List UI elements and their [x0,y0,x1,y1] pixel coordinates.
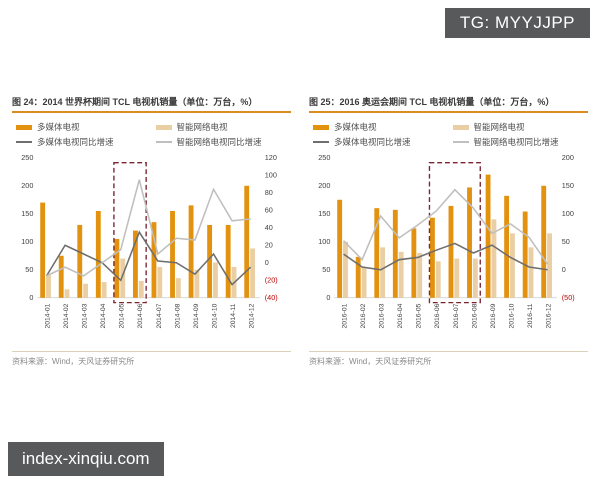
svg-text:150: 150 [562,181,574,190]
svg-text:100: 100 [562,209,574,218]
svg-text:2016-03: 2016-03 [379,303,386,328]
chart-title-2016: 图 25：2016 奥运会期间 TCL 电视机销量（单位：万台，%） [309,95,588,113]
legend-label: 多媒体电视 [37,122,80,132]
legend-label: 智能网络电视 [176,122,228,132]
svg-text:2016-09: 2016-09 [490,303,497,328]
svg-text:50: 50 [25,265,33,274]
svg-text:2014-09: 2014-09 [193,303,200,328]
charts-row: 图 24：2014 世界杯期间 TCL 电视机销量（单位：万台，%） 多媒体电视… [12,95,588,367]
svg-text:50: 50 [322,265,330,274]
legend-swatch-orange-bar [313,124,329,130]
svg-text:2014-04: 2014-04 [100,303,107,328]
legend-label: 智能网络电视 [473,122,525,132]
svg-text:150: 150 [21,209,33,218]
svg-text:2016-08: 2016-08 [471,303,478,328]
source-note-2016: 资料来源：Wind，天风证券研究所 [309,351,588,367]
legend-item-smart: 智能网络电视 [452,121,589,133]
svg-text:200: 200 [562,153,574,162]
svg-text:(20): (20) [265,276,278,285]
chart-legend-2014: 多媒体电视 智能网络电视 多媒体电视同比增速 智能网络电视同比增速 [16,121,291,148]
watermark-site-badge: index-xinqiu.com [8,442,164,476]
svg-text:2014-05: 2014-05 [119,303,126,328]
svg-text:2014-02: 2014-02 [63,303,70,328]
svg-text:(40): (40) [265,293,278,302]
legend-swatch-tan-bar [155,124,172,130]
svg-text:20: 20 [265,241,273,250]
svg-text:200: 200 [318,181,330,190]
svg-text:2016-05: 2016-05 [416,303,423,328]
legend-item-smart-growth: 智能网络电视同比增速 [155,136,292,148]
svg-text:2016-02: 2016-02 [360,303,367,328]
chart-panel-2016-olympics: 图 25：2016 奥运会期间 TCL 电视机销量（单位：万台，%） 多媒体电视… [309,95,588,367]
legend-label: 智能网络电视同比增速 [176,137,262,147]
chart-legend-2016: 多媒体电视 智能网络电视 多媒体电视同比增速 智能网络电视同比增速 [313,121,588,148]
svg-text:100: 100 [318,237,330,246]
svg-text:2016-06: 2016-06 [434,303,441,328]
legend-label: 智能网络电视同比增速 [473,137,559,147]
svg-text:2014-10: 2014-10 [211,303,218,328]
legend-item-smart: 智能网络电视 [155,121,292,133]
svg-text:250: 250 [318,153,330,162]
chart-panel-2014-world-cup: 图 24：2014 世界杯期间 TCL 电视机销量（单位：万台，%） 多媒体电视… [12,95,291,367]
legend-label: 多媒体电视 [334,122,377,132]
source-note-2014: 资料来源：Wind，天风证券研究所 [12,351,291,367]
svg-text:2014-08: 2014-08 [174,303,181,328]
bar-line-chart-2016: 0 50 100 150 200 250 (50) 0 50 100 150 200 2016-01 20… [318,153,575,328]
legend-swatch-light-line [155,141,172,143]
svg-text:2014-07: 2014-07 [156,303,163,328]
svg-text:2016-10: 2016-10 [508,303,515,328]
svg-text:250: 250 [21,153,33,162]
svg-text:0: 0 [562,265,566,274]
legend-swatch-tan-bar [452,124,469,130]
svg-text:2014-01: 2014-01 [44,303,51,328]
legend-item-smart-growth: 智能网络电视同比增速 [452,136,589,148]
bar-line-chart-2014: 0 50 100 150 200 250 (40) (20) 0 20 40 60 80 100 120 20… [21,153,278,328]
legend-item-multimedia: 多媒体电视 [16,121,152,133]
svg-text:200: 200 [21,181,33,190]
svg-text:2014-11: 2014-11 [230,303,237,328]
svg-text:40: 40 [265,223,273,232]
legend-swatch-orange-bar [16,124,32,130]
svg-text:100: 100 [21,237,33,246]
svg-text:100: 100 [265,171,277,180]
svg-text:0: 0 [29,293,33,302]
svg-text:2016-11: 2016-11 [527,303,534,328]
svg-text:120: 120 [265,153,277,162]
legend-label: 多媒体电视同比增速 [37,137,114,147]
svg-text:150: 150 [318,209,330,218]
legend-item-multimedia: 多媒体电视 [313,121,449,133]
svg-text:(50): (50) [562,293,575,302]
legend-swatch-dark-line [313,141,329,143]
svg-text:2016-12: 2016-12 [546,303,553,328]
svg-text:50: 50 [562,237,570,246]
svg-text:2016-07: 2016-07 [453,303,460,328]
svg-text:2016-01: 2016-01 [341,303,348,328]
legend-swatch-dark-line [16,141,32,143]
svg-text:60: 60 [265,206,273,215]
legend-item-multimedia-growth: 多媒体电视同比增速 [16,136,152,148]
svg-text:2016-04: 2016-04 [397,303,404,328]
svg-text:80: 80 [265,188,273,197]
svg-text:2014-12: 2014-12 [249,303,256,328]
legend-swatch-light-line [452,141,469,143]
legend-item-multimedia-growth: 多媒体电视同比增速 [313,136,449,148]
svg-text:2014-03: 2014-03 [82,303,89,328]
chart-title-2014: 图 24：2014 世界杯期间 TCL 电视机销量（单位：万台，%） [12,95,291,113]
legend-label: 多媒体电视同比增速 [334,137,411,147]
svg-text:0: 0 [326,293,330,302]
svg-text:2014-06: 2014-06 [137,303,144,328]
watermark-telegram-badge: TG: MYYJJPP [444,8,590,38]
svg-text:0: 0 [265,258,269,267]
